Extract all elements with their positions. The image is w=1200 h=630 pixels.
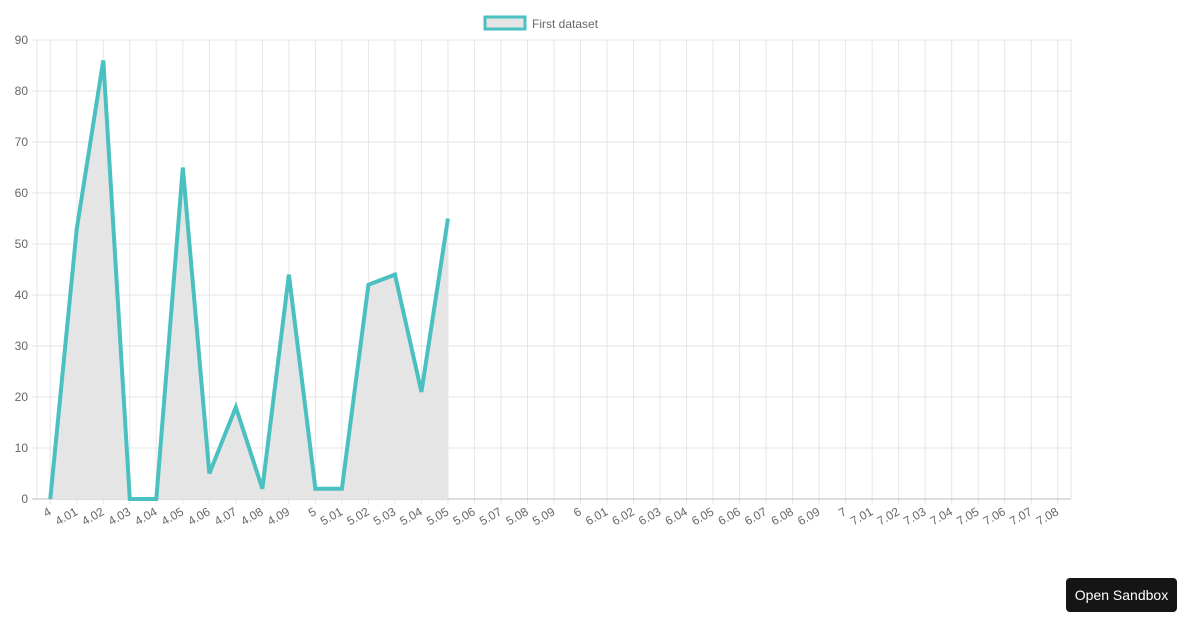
y-tick-label: 50: [15, 237, 29, 251]
x-tick-label: 6.06: [716, 504, 744, 528]
x-tick-label: 7.02: [875, 504, 903, 528]
x-tick-label: 4.04: [132, 504, 160, 528]
x-tick-label: 6.03: [636, 504, 664, 528]
x-tick-label: 5.06: [450, 504, 478, 528]
x-tick-label: 4.09: [265, 504, 293, 528]
y-tick-label: 30: [15, 339, 29, 353]
open-sandbox-button[interactable]: Open Sandbox: [1066, 578, 1177, 612]
x-tick-label: 7.08: [1034, 504, 1062, 528]
x-tick-label: 4.03: [106, 504, 134, 528]
x-tick-label: 7.07: [1007, 504, 1035, 528]
x-tick-label: 5.09: [530, 504, 558, 528]
x-tick-label: 6.08: [769, 504, 797, 528]
x-tick-label: 4.01: [53, 504, 81, 528]
x-tick-label: 7.01: [848, 504, 876, 528]
x-tick-label: 5.08: [503, 504, 531, 528]
x-tick-label: 5.03: [371, 504, 399, 528]
x-tick-label: 5.04: [397, 504, 425, 528]
y-tick-label: 0: [21, 492, 28, 506]
x-tick-label: 5.07: [477, 504, 505, 528]
x-tick-label: 4.05: [159, 504, 187, 528]
x-tick-label: 7.04: [928, 504, 956, 528]
x-tick-label: 4.08: [238, 504, 266, 528]
y-tick-label: 70: [15, 135, 29, 149]
y-tick-label: 10: [15, 441, 29, 455]
x-tick-label: 6.09: [795, 504, 823, 528]
area: [50, 60, 448, 500]
x-tick-label: 4.06: [185, 504, 213, 528]
x-tick-label: 6.02: [610, 504, 638, 528]
y-tick-label: 60: [15, 186, 29, 200]
x-tick-label: 5.01: [318, 504, 346, 528]
x-tick-label: 6: [571, 504, 584, 520]
x-tick-label: 4: [41, 504, 54, 520]
legend-swatch: [483, 15, 527, 31]
x-tick-label: 6.07: [742, 504, 770, 528]
x-tick-label: 6.05: [689, 504, 717, 528]
y-tick-label: 90: [15, 33, 29, 47]
x-tick-label: 6.01: [583, 504, 611, 528]
x-tick-label: 7.03: [901, 504, 929, 528]
x-tick-label: 5: [306, 504, 319, 520]
x-tick-label: 7: [836, 504, 849, 520]
x-tick-label: 5.05: [424, 504, 452, 528]
x-tick-label: 6.04: [663, 504, 691, 528]
y-tick-label: 40: [15, 288, 29, 302]
y-tick-label: 80: [15, 84, 29, 98]
x-tick-label: 4.07: [212, 504, 240, 528]
legend-label: First dataset: [532, 17, 599, 31]
line: [48, 60, 450, 501]
x-tick-label: 7.06: [981, 504, 1009, 528]
x-tick-label: 4.02: [79, 504, 107, 528]
x-tick-label: 5.02: [344, 504, 372, 528]
y-tick-label: 20: [15, 390, 29, 404]
x-tick-label: 7.05: [954, 504, 982, 528]
